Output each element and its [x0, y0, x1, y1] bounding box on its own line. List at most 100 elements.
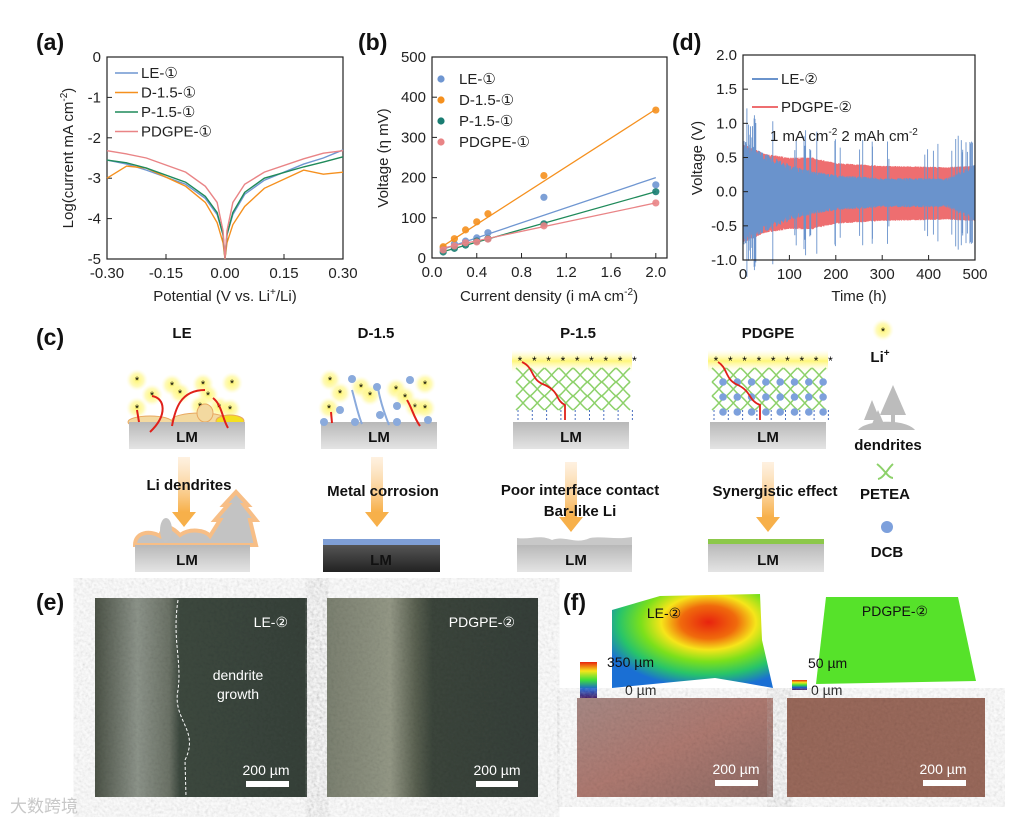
- li-ion-symbol: *: [618, 354, 623, 368]
- data-point-PDGPE: [652, 199, 660, 207]
- dcb-particle: [776, 408, 784, 416]
- li-ion-symbol: *: [799, 354, 804, 368]
- schematic-c: LE D-1.5 P-1.5 PDGPE ******** * ** *** ****…: [126, 319, 922, 572]
- legend-marker: [437, 117, 445, 125]
- scale-label: 200 µm: [474, 762, 521, 778]
- x-tick-label: 0.15: [269, 265, 298, 282]
- x-tick-label: 0.00: [210, 265, 239, 282]
- petea-chain: [601, 395, 617, 411]
- scale-bar: [923, 780, 966, 786]
- legend-petea: PETEA: [860, 486, 910, 503]
- lm-label: LM: [368, 429, 390, 446]
- y-tick-label: -5: [88, 251, 101, 268]
- petea-chain: [529, 395, 545, 411]
- x-tick-label: 2.0: [645, 264, 666, 281]
- panel-label-f: (f): [563, 589, 586, 615]
- dcb-particle: [819, 378, 827, 386]
- petea-icon: [876, 463, 894, 480]
- legend-marker: [437, 138, 445, 146]
- li-ion-symbol: *: [178, 388, 183, 400]
- y-tick-label: 300: [401, 129, 426, 146]
- x-tick-label: 500: [962, 266, 987, 283]
- li-ion-glow: [221, 372, 243, 394]
- dcb-particle: [719, 408, 727, 416]
- petea-chain: [558, 381, 574, 397]
- li-ion-symbol: *: [561, 354, 566, 368]
- petea-chain: [572, 367, 588, 383]
- dcb-particle: [776, 393, 784, 401]
- li-ion-glow: [126, 397, 148, 419]
- chart-a-ylabel: Log(current mA cm-2): [59, 88, 77, 229]
- li-ion-symbol: *: [206, 390, 211, 402]
- dcb-particle: [790, 378, 799, 386]
- colorbar-pdgpe: [792, 680, 807, 690]
- li-ion-symbol: *: [135, 403, 140, 415]
- data-point-PDGPE: [484, 235, 492, 243]
- chart-d-annotation: 1 mA cm-2 2 mAh cm-2: [770, 127, 918, 145]
- y-tick-label: 1.0: [716, 115, 737, 132]
- li-ion-icon: [872, 319, 894, 341]
- dcb-particle: [805, 378, 813, 386]
- petea-chain: [587, 395, 602, 411]
- legend-label: PDGPE-①: [459, 134, 530, 151]
- li-ion-symbol: *: [881, 326, 886, 338]
- map-pdgpe-min: 0 µm: [811, 682, 842, 698]
- petea-chain: [515, 395, 531, 411]
- legend-li: Li+: [870, 348, 889, 366]
- x-tick-label: -0.30: [90, 265, 124, 282]
- x-tick-label: 1.6: [601, 264, 622, 281]
- series-line-PDGPE: [106, 150, 344, 260]
- watermark: 大数跨境: [10, 797, 78, 816]
- petea-chain: [615, 395, 631, 411]
- le-top-illustration: ***********: [126, 369, 245, 449]
- series-line-D: [106, 165, 344, 260]
- panel-label-c: (c): [36, 324, 64, 350]
- series-line-P: [106, 156, 344, 260]
- li-ion-symbol: *: [742, 354, 747, 368]
- panel-e-photos: LE-② dendrite growth 200 µm PDGPE-② 200 …: [95, 598, 538, 798]
- scale-label: 200 µm: [713, 761, 760, 777]
- li-ion-glow: [141, 384, 163, 406]
- p15-bottom-barlike: [517, 537, 632, 572]
- chart-a-tafel: -0.30 -0.15 0.00 0.15 0.30 0 -1 -2 -3 -4 -5 LE-① D-1…: [88, 49, 358, 282]
- li-ion-symbol: *: [359, 382, 364, 394]
- y-tick-label: -1.0: [711, 252, 737, 269]
- legend-label: LE-①: [459, 71, 496, 88]
- petea-chain: [572, 395, 588, 411]
- caption-p15-line2: Bar-like Li: [544, 503, 617, 520]
- column-title-d15: D-1.5: [358, 325, 395, 342]
- li-ion-symbol: *: [135, 375, 140, 387]
- caption-le: Li dendrites: [146, 477, 231, 494]
- li-ion-symbol: *: [423, 379, 428, 391]
- data-point-D: [484, 210, 492, 218]
- petea-chain: [587, 367, 602, 383]
- petea-chain: [515, 381, 531, 397]
- li-ion-symbol: *: [546, 354, 551, 368]
- dcb-particle: [762, 378, 770, 386]
- petea-chain: [615, 367, 631, 383]
- chart-d-cycling: 0 100 200 300 400 500 -1.0 -0.5 0.0 0.5 1.0 1.5 2.0 L…: [711, 47, 987, 283]
- li-ion-symbol: *: [228, 404, 233, 416]
- lm-label: LM: [176, 429, 198, 446]
- y-tick-label: 0: [418, 250, 426, 267]
- y-tick-label: 500: [401, 49, 426, 66]
- y-tick-label: 400: [401, 89, 426, 106]
- li-ion-glow: [169, 382, 191, 404]
- y-tick-label: 2.0: [716, 47, 737, 64]
- dcb-particle: [819, 408, 827, 416]
- li-ion-symbol: *: [230, 378, 235, 390]
- lm-slab: [321, 422, 437, 449]
- li-ion-symbol: *: [532, 354, 537, 368]
- caption-pdgpe: Synergistic effect: [712, 483, 837, 500]
- li-ion-symbol: *: [368, 390, 373, 402]
- li-ion-symbol: *: [201, 379, 206, 391]
- lm-label: LM: [560, 429, 582, 446]
- y-tick-label: 0: [93, 49, 101, 66]
- map-pdgpe-max: 50 µm: [808, 655, 847, 671]
- petea-chain: [558, 367, 574, 383]
- dcb-particle: [747, 408, 756, 416]
- li-ion-symbol: *: [575, 354, 580, 368]
- scale-bar: [715, 780, 758, 786]
- data-point-LE: [540, 193, 548, 201]
- chart-b-ylabel: Voltage (η mV): [375, 108, 392, 207]
